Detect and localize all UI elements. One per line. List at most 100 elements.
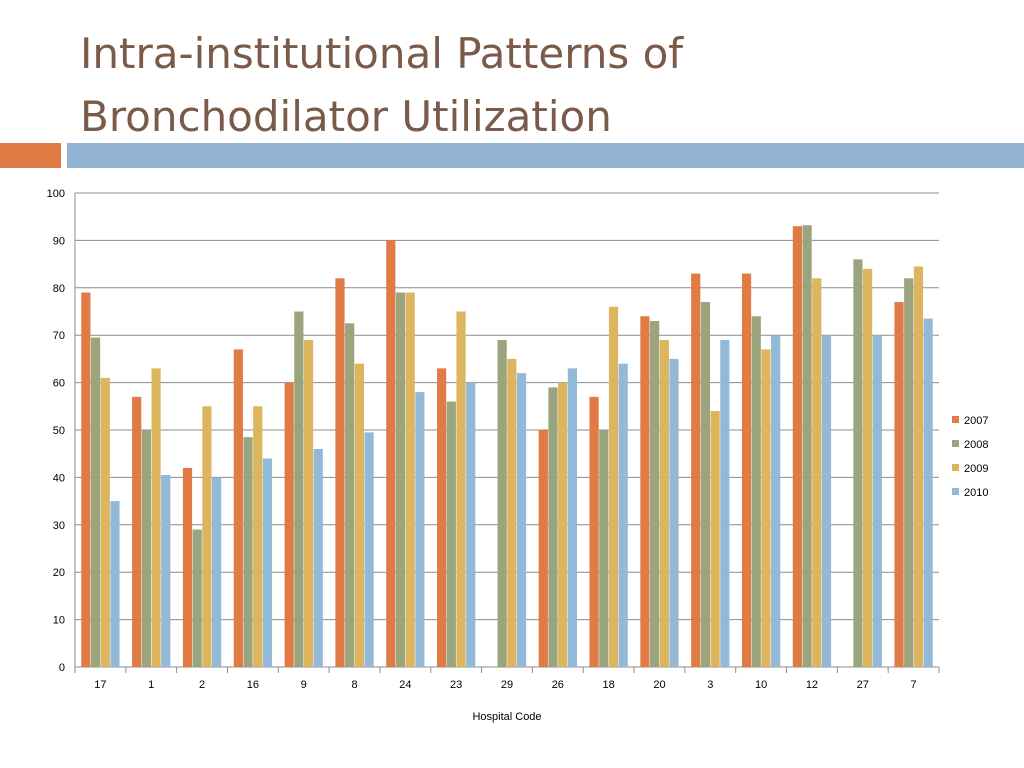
bar-2008-hospital-8 xyxy=(345,323,355,667)
bar-2008-hospital-23 xyxy=(446,401,456,667)
x-tick-label: 1 xyxy=(148,679,154,691)
bar-2010-hospital-12 xyxy=(821,335,832,667)
bar-2010-hospital-27 xyxy=(872,335,882,667)
bar-2007-hospital-23 xyxy=(437,368,447,667)
bar-2008-hospital-16 xyxy=(243,437,253,667)
bar-2009-hospital-10 xyxy=(761,349,771,667)
bar-2008-hospital-24 xyxy=(395,292,406,667)
bar-2009-hospital-8 xyxy=(354,363,364,667)
bar-2008-hospital-1 xyxy=(141,430,151,667)
bar-2008-hospital-29 xyxy=(497,339,507,667)
y-tick-label: 60 xyxy=(53,378,65,390)
bar-2008-hospital-7 xyxy=(904,278,914,667)
bar-2009-hospital-18 xyxy=(608,306,619,667)
y-tick-label: 10 xyxy=(53,615,65,627)
x-tick-label: 26 xyxy=(552,679,564,691)
bar-2008-hospital-27 xyxy=(853,259,863,667)
bar-2009-hospital-3 xyxy=(710,411,720,667)
bar-2008-hospital-10 xyxy=(751,316,761,667)
bar-2007-hospital-20 xyxy=(640,316,650,667)
x-tick-label: 8 xyxy=(351,679,357,691)
bar-2007-hospital-17 xyxy=(81,292,91,667)
bar-2007-hospital-2 xyxy=(182,467,193,667)
bar-2009-hospital-7 xyxy=(913,266,924,667)
bar-2007-hospital-3 xyxy=(691,273,701,667)
x-tick-label: 18 xyxy=(603,679,615,691)
legend-swatch-2009 xyxy=(952,464,959,471)
slide-title-line-1: Intra-institutional Patterns of xyxy=(80,29,684,78)
bar-2007-hospital-26 xyxy=(538,430,548,667)
x-tick-label: 29 xyxy=(501,679,513,691)
bar-2007-hospital-10 xyxy=(741,273,752,667)
bar-2008-hospital-18 xyxy=(599,430,609,667)
bar-2009-hospital-9 xyxy=(303,339,314,667)
bar-2010-hospital-3 xyxy=(720,339,730,667)
bar-2009-hospital-27 xyxy=(863,268,873,667)
legend-swatch-2008 xyxy=(952,440,959,447)
bar-2010-hospital-10 xyxy=(771,335,781,667)
bar-2010-hospital-17 xyxy=(110,501,120,667)
x-tick-label: 3 xyxy=(707,679,713,691)
y-tick-label: 80 xyxy=(53,283,65,295)
bar-2008-hospital-3 xyxy=(700,302,711,667)
bar-2010-hospital-2 xyxy=(212,477,222,667)
bar-2010-hospital-18 xyxy=(618,363,628,667)
bar-2008-hospital-12 xyxy=(802,225,812,667)
x-axis-title: Hospital Code xyxy=(472,711,541,723)
bar-2008-hospital-26 xyxy=(548,387,558,667)
bar-2007-hospital-18 xyxy=(589,396,599,667)
bar-2008-hospital-9 xyxy=(294,311,304,667)
y-tick-label: 40 xyxy=(53,472,65,484)
slide-title-line-2: Bronchodilator Utilization xyxy=(80,92,612,141)
bar-2009-hospital-29 xyxy=(507,358,517,667)
x-tick-label: 16 xyxy=(247,679,259,691)
legend-label-2007: 2007 xyxy=(964,415,988,427)
legend-swatch-2010 xyxy=(952,488,959,495)
bar-2009-hospital-1 xyxy=(151,368,161,667)
x-tick-label: 12 xyxy=(806,679,818,691)
bar-2010-hospital-7 xyxy=(923,318,933,667)
x-tick-label: 24 xyxy=(399,679,411,691)
x-tick-label: 17 xyxy=(94,679,106,691)
legend-swatch-2007 xyxy=(952,416,959,423)
bar-2009-hospital-24 xyxy=(405,292,415,667)
bar-2009-hospital-12 xyxy=(812,278,822,667)
y-tick-label: 50 xyxy=(53,425,65,437)
bar-2008-hospital-20 xyxy=(650,320,660,667)
bar-2010-hospital-8 xyxy=(364,432,374,667)
bar-2010-hospital-9 xyxy=(313,448,323,667)
legend-label-2009: 2009 xyxy=(964,463,988,475)
bar-2010-hospital-29 xyxy=(516,373,527,667)
bar-2007-hospital-7 xyxy=(894,302,904,667)
x-tick-label: 10 xyxy=(755,679,767,691)
bar-2008-hospital-2 xyxy=(192,529,202,667)
legend-label-2010: 2010 xyxy=(964,487,988,499)
bar-2007-hospital-8 xyxy=(335,278,345,667)
bar-2009-hospital-26 xyxy=(558,382,568,667)
x-tick-label: 23 xyxy=(450,679,462,691)
bar-2009-hospital-23 xyxy=(456,311,466,667)
bar-2007-hospital-24 xyxy=(386,240,396,667)
y-tick-label: 30 xyxy=(53,520,65,532)
y-tick-label: 90 xyxy=(53,235,65,247)
bar-2007-hospital-9 xyxy=(284,382,294,667)
bar-2007-hospital-1 xyxy=(132,396,142,667)
bar-2007-hospital-12 xyxy=(792,226,802,667)
bar-2010-hospital-24 xyxy=(415,392,425,667)
bar-2009-hospital-2 xyxy=(202,406,212,667)
slide-title: Intra-institutional Patterns of Bronchod… xyxy=(80,22,980,148)
bar-2007-hospital-16 xyxy=(233,349,243,667)
legend-label-2008: 2008 xyxy=(964,439,988,451)
bar-2008-hospital-17 xyxy=(90,337,101,667)
x-tick-label: 9 xyxy=(301,679,307,691)
bar-2010-hospital-23 xyxy=(466,382,476,667)
bar-2010-hospital-26 xyxy=(567,368,577,667)
bar-2010-hospital-1 xyxy=(161,475,171,667)
y-tick-label: 0 xyxy=(59,662,65,674)
x-tick-label: 20 xyxy=(653,679,665,691)
x-tick-label: 7 xyxy=(911,679,917,691)
y-tick-label: 20 xyxy=(53,567,65,579)
x-tick-label: 2 xyxy=(199,679,205,691)
bar-2009-hospital-20 xyxy=(659,339,669,667)
